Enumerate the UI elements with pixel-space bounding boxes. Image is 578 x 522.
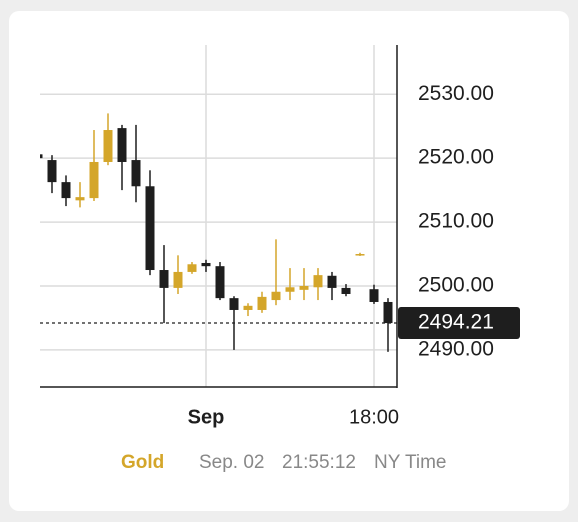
candle-body (47, 160, 57, 183)
y-tick-label: 2520.00 (418, 146, 494, 169)
y-tick-label: 2510.00 (418, 210, 494, 233)
candle-body (145, 186, 155, 271)
candle-body (383, 301, 393, 324)
candle-body (103, 130, 113, 162)
candle-body (327, 275, 337, 288)
candle-body (285, 287, 295, 292)
candle-body (369, 289, 379, 302)
candle-body (215, 266, 225, 299)
candle-body (117, 128, 127, 162)
y-tick-label: 2490.00 (418, 337, 494, 360)
candle-body (89, 161, 99, 199)
x-tick-label: 18:00 (349, 406, 399, 428)
candle-body (61, 182, 71, 199)
x-tick-label: Sep (188, 406, 225, 428)
candle-body (299, 285, 309, 290)
last-price-box (398, 307, 520, 340)
candle-body (201, 262, 211, 267)
candle-body (131, 160, 141, 187)
candle-body (173, 271, 183, 288)
candle-body (313, 275, 323, 288)
candle-body (159, 270, 169, 288)
candle-body (40, 154, 43, 159)
timezone: NY Time (374, 452, 447, 473)
candle-body (243, 305, 253, 310)
candle-body (341, 287, 351, 294)
time: 21:55:12 (282, 452, 356, 473)
y-tick-label: 2530.00 (418, 82, 494, 105)
candle-body (229, 298, 239, 310)
plot-area (40, 45, 397, 387)
candle-body (187, 264, 197, 272)
date: Sep. 02 (199, 452, 265, 473)
candle-body (257, 296, 267, 310)
y-tick-label: 2500.00 (418, 274, 494, 297)
symbol: Gold (121, 452, 164, 473)
last-price-label: 2494.21 (418, 311, 494, 334)
candle-body (75, 197, 85, 201)
candle-body (355, 254, 365, 256)
candle-body (271, 291, 281, 301)
